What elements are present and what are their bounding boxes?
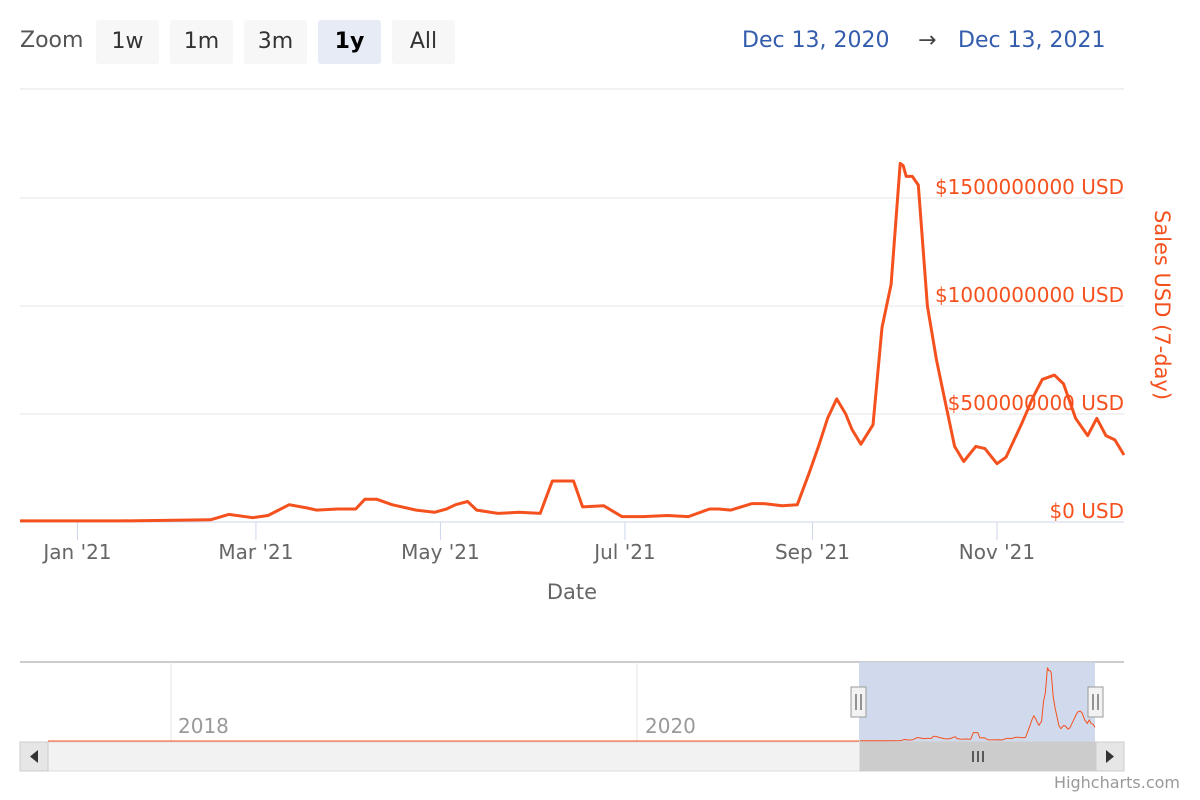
range-arrow: → (918, 28, 937, 53)
navigator-year-label-2018: 2018 (178, 714, 229, 738)
navigator-handle-left[interactable] (850, 686, 867, 718)
navigator-handle-right[interactable] (1087, 686, 1104, 718)
zoom-button-1w[interactable]: 1w (96, 20, 159, 64)
navigator-year-label-2020: 2020 (645, 714, 696, 738)
arrow-right-icon (1106, 750, 1114, 763)
zoom-button-3m[interactable]: 3m (244, 20, 307, 64)
credits-link[interactable]: Highcharts.com (1054, 773, 1180, 792)
scrollbar-right-button[interactable] (1095, 741, 1125, 772)
x-ticks: Jan '21 Mar '21 May '21 Jul '21 Sep '21 Nov '… (41, 522, 1035, 564)
x-tick-label: May '21 (401, 540, 480, 564)
y-tick-labels: $0 USD$500000000 USD$1000000000 USD$1500… (935, 175, 1124, 523)
x-axis-label: Date (547, 580, 597, 604)
zoom-button-1y[interactable]: 1y (318, 20, 381, 64)
y-axis-label: Sales USD (7-day) (1150, 210, 1174, 400)
zoom-button-1m[interactable]: 1m (170, 20, 233, 64)
series-line[interactable] (20, 161, 1126, 523)
y-gridlines (20, 197, 1124, 415)
zoom-button-all[interactable]: All (392, 20, 455, 64)
x-tick-label: Jan '21 (41, 540, 111, 564)
y-tick-label: $1500000000 USD (935, 175, 1124, 199)
x-tick-label: Nov '21 (959, 540, 1035, 564)
scrollbar-thumb[interactable] (859, 741, 1096, 772)
zoom-label: Zoom (20, 28, 84, 53)
arrow-left-icon (30, 750, 38, 763)
x-tick-label: Mar '21 (218, 540, 293, 564)
x-tick-label: Jul '21 (592, 540, 655, 564)
range-to-input[interactable]: Dec 13, 2021 (958, 28, 1106, 53)
range-from-input[interactable]: Dec 13, 2020 (742, 28, 890, 53)
navigator-series (860, 667, 1096, 742)
y-tick-label: $1000000000 USD (935, 283, 1124, 307)
scrollbar-left-button[interactable] (19, 741, 49, 772)
x-tick-label: Sep '21 (775, 540, 850, 564)
y-tick-label: $0 USD (1049, 499, 1124, 523)
navigator-selected-range[interactable] (859, 662, 1095, 742)
